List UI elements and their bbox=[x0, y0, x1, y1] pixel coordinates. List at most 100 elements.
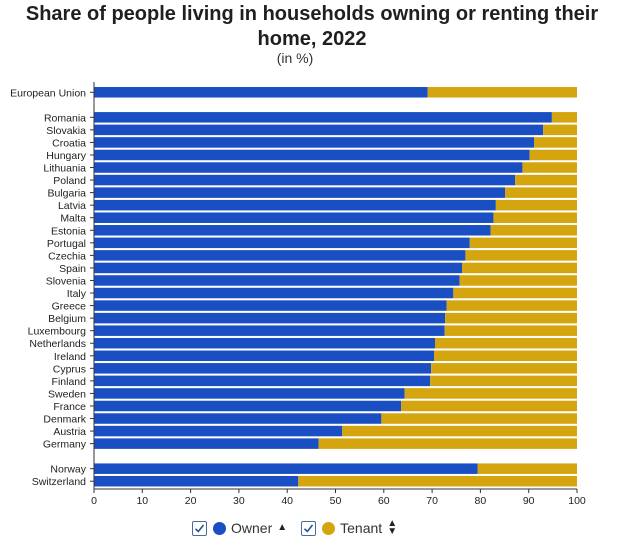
category-label: Denmark bbox=[43, 414, 86, 426]
tenant-bar bbox=[551, 112, 577, 123]
category-label: Hungary bbox=[46, 150, 86, 162]
chart-legend: Owner ▲ Tenant ▲ ▼ bbox=[192, 517, 411, 539]
chart-title: Share of people living in households own… bbox=[0, 2, 624, 52]
category-label: Switzerland bbox=[32, 476, 86, 488]
chart-subtitle: (in %) bbox=[276, 50, 314, 66]
owner-bar bbox=[94, 199, 496, 211]
owner-legend-label: Owner bbox=[231, 520, 273, 536]
category-label: European Union bbox=[10, 87, 86, 99]
tenant-checkbox[interactable] bbox=[301, 520, 317, 536]
category-label: France bbox=[53, 401, 86, 413]
category-label: Croatia bbox=[52, 137, 86, 149]
x-tick-label: 60 bbox=[378, 495, 390, 507]
tenant-bar bbox=[318, 438, 577, 449]
owner-bar bbox=[94, 112, 552, 123]
tenant-bar bbox=[430, 375, 577, 387]
owner-bar bbox=[94, 262, 463, 274]
tenant-bar bbox=[404, 388, 577, 399]
legend-item-tenant[interactable]: Tenant ▲ ▼ bbox=[301, 518, 398, 537]
category-label: Estonia bbox=[51, 225, 86, 237]
category-label: Portugal bbox=[47, 238, 86, 250]
category-label: Slovakia bbox=[46, 125, 86, 137]
x-tick-label: 0 bbox=[91, 495, 97, 507]
category-label: Malta bbox=[60, 213, 86, 225]
tenant-bar bbox=[469, 237, 577, 249]
tenant-bar bbox=[381, 413, 577, 424]
owner-bar bbox=[94, 275, 460, 286]
owner-bar bbox=[94, 137, 535, 148]
owner-bar bbox=[94, 124, 544, 136]
category-label: Austria bbox=[53, 426, 86, 438]
x-tick-label: 10 bbox=[136, 495, 148, 507]
category-label: Luxembourg bbox=[28, 326, 87, 338]
category-label: Greece bbox=[52, 301, 87, 313]
check-icon bbox=[194, 524, 205, 533]
legend-item-owner[interactable]: Owner ▲ bbox=[192, 520, 287, 536]
tenant-bar bbox=[401, 400, 577, 412]
tenant-bar bbox=[434, 350, 577, 362]
owner-bar bbox=[94, 300, 447, 311]
x-tick-label: 20 bbox=[185, 495, 197, 507]
tenant-legend-label: Tenant bbox=[340, 520, 383, 536]
category-label: Spain bbox=[59, 263, 86, 275]
category-label: Ireland bbox=[54, 351, 86, 363]
owner-bar bbox=[94, 225, 491, 236]
chart-title-line1: Share of people living in households own… bbox=[25, 3, 599, 25]
tenant-bar bbox=[446, 300, 577, 311]
sort-both-icon[interactable]: ▲ ▼ bbox=[387, 518, 398, 537]
tenant-bar bbox=[529, 149, 577, 161]
owner-bar bbox=[94, 363, 432, 374]
tenant-bar bbox=[490, 225, 577, 236]
category-label: Norway bbox=[50, 464, 86, 476]
category-label: Slovenia bbox=[46, 275, 86, 287]
tenant-bar bbox=[342, 425, 577, 437]
x-tick-label: 50 bbox=[330, 495, 342, 507]
tenant-bar bbox=[453, 287, 577, 299]
tenant-bar bbox=[522, 162, 577, 173]
owner-bar bbox=[94, 149, 530, 161]
tenant-bar bbox=[462, 262, 577, 274]
x-tick-label: 70 bbox=[426, 495, 438, 507]
owner-bar bbox=[94, 162, 523, 173]
tenant-bar bbox=[515, 174, 577, 186]
sort-ascending-icon[interactable]: ▲ bbox=[277, 522, 288, 533]
x-tick-label: 100 bbox=[568, 495, 586, 507]
owner-bar bbox=[94, 413, 382, 424]
x-tick-label: 40 bbox=[281, 495, 293, 507]
tenant-bar bbox=[534, 137, 577, 148]
owner-bar bbox=[94, 350, 435, 362]
tenant-bar bbox=[465, 250, 577, 261]
tenant-bar bbox=[543, 124, 577, 136]
tenant-bar bbox=[459, 275, 577, 286]
tenant-bar bbox=[298, 475, 577, 487]
owner-bar bbox=[94, 375, 431, 387]
owner-bar bbox=[94, 463, 478, 474]
x-tick-label: 80 bbox=[475, 495, 487, 507]
tenant-bar bbox=[434, 337, 577, 349]
category-label: Bulgaria bbox=[47, 188, 86, 200]
tenant-bar bbox=[477, 463, 577, 474]
owner-bar bbox=[94, 237, 470, 249]
tenant-bar bbox=[431, 363, 577, 374]
owner-bar bbox=[94, 325, 445, 336]
tenant-bar bbox=[445, 312, 577, 324]
tenant-bar bbox=[505, 187, 577, 198]
owner-bar bbox=[94, 400, 402, 412]
tenant-color-dot bbox=[322, 521, 336, 535]
category-label: Poland bbox=[53, 175, 86, 187]
category-label: Romania bbox=[44, 112, 86, 124]
owner-bar bbox=[94, 187, 506, 198]
owner-bar bbox=[94, 388, 405, 399]
category-label: Sweden bbox=[48, 388, 86, 400]
category-label: Czechia bbox=[48, 250, 86, 262]
owner-bar bbox=[94, 212, 494, 223]
category-label: Netherlands bbox=[29, 338, 86, 350]
owner-checkbox[interactable] bbox=[192, 520, 207, 536]
owner-bar bbox=[94, 475, 299, 487]
owner-bar bbox=[94, 87, 428, 98]
category-label: Lithuania bbox=[43, 163, 86, 175]
category-label: Belgium bbox=[48, 313, 86, 325]
tenant-bar bbox=[444, 325, 577, 336]
check-icon bbox=[304, 524, 314, 533]
